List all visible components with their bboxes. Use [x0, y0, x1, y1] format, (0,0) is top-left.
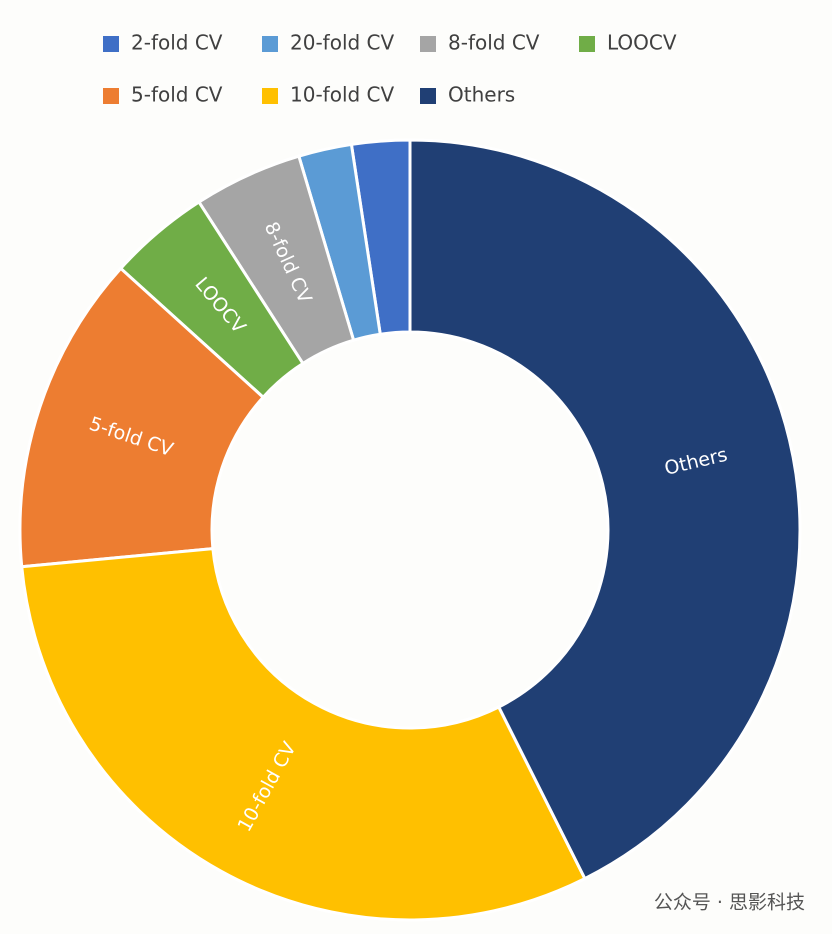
donut-slice	[18, 266, 266, 569]
watermark: 公众号 · 思影科技	[654, 892, 805, 914]
legend-swatch	[579, 36, 595, 52]
legend-swatch	[262, 88, 278, 104]
donut-slice	[20, 546, 587, 922]
legend-swatch	[420, 36, 436, 52]
legend-swatch	[262, 36, 278, 52]
legend-swatch	[420, 88, 436, 104]
legend-label: 20-fold CV	[290, 31, 395, 55]
legend-label: 10-fold CV	[290, 83, 395, 107]
donut-slice	[408, 138, 802, 881]
legend-label: 8-fold CV	[448, 31, 540, 55]
legend-label: Others	[448, 83, 515, 107]
legend-label: LOOCV	[607, 31, 677, 55]
legend-label: 2-fold CV	[131, 31, 223, 55]
legend-label: 5-fold CV	[131, 83, 223, 107]
legend-swatch	[103, 88, 119, 104]
legend-swatch	[103, 36, 119, 52]
